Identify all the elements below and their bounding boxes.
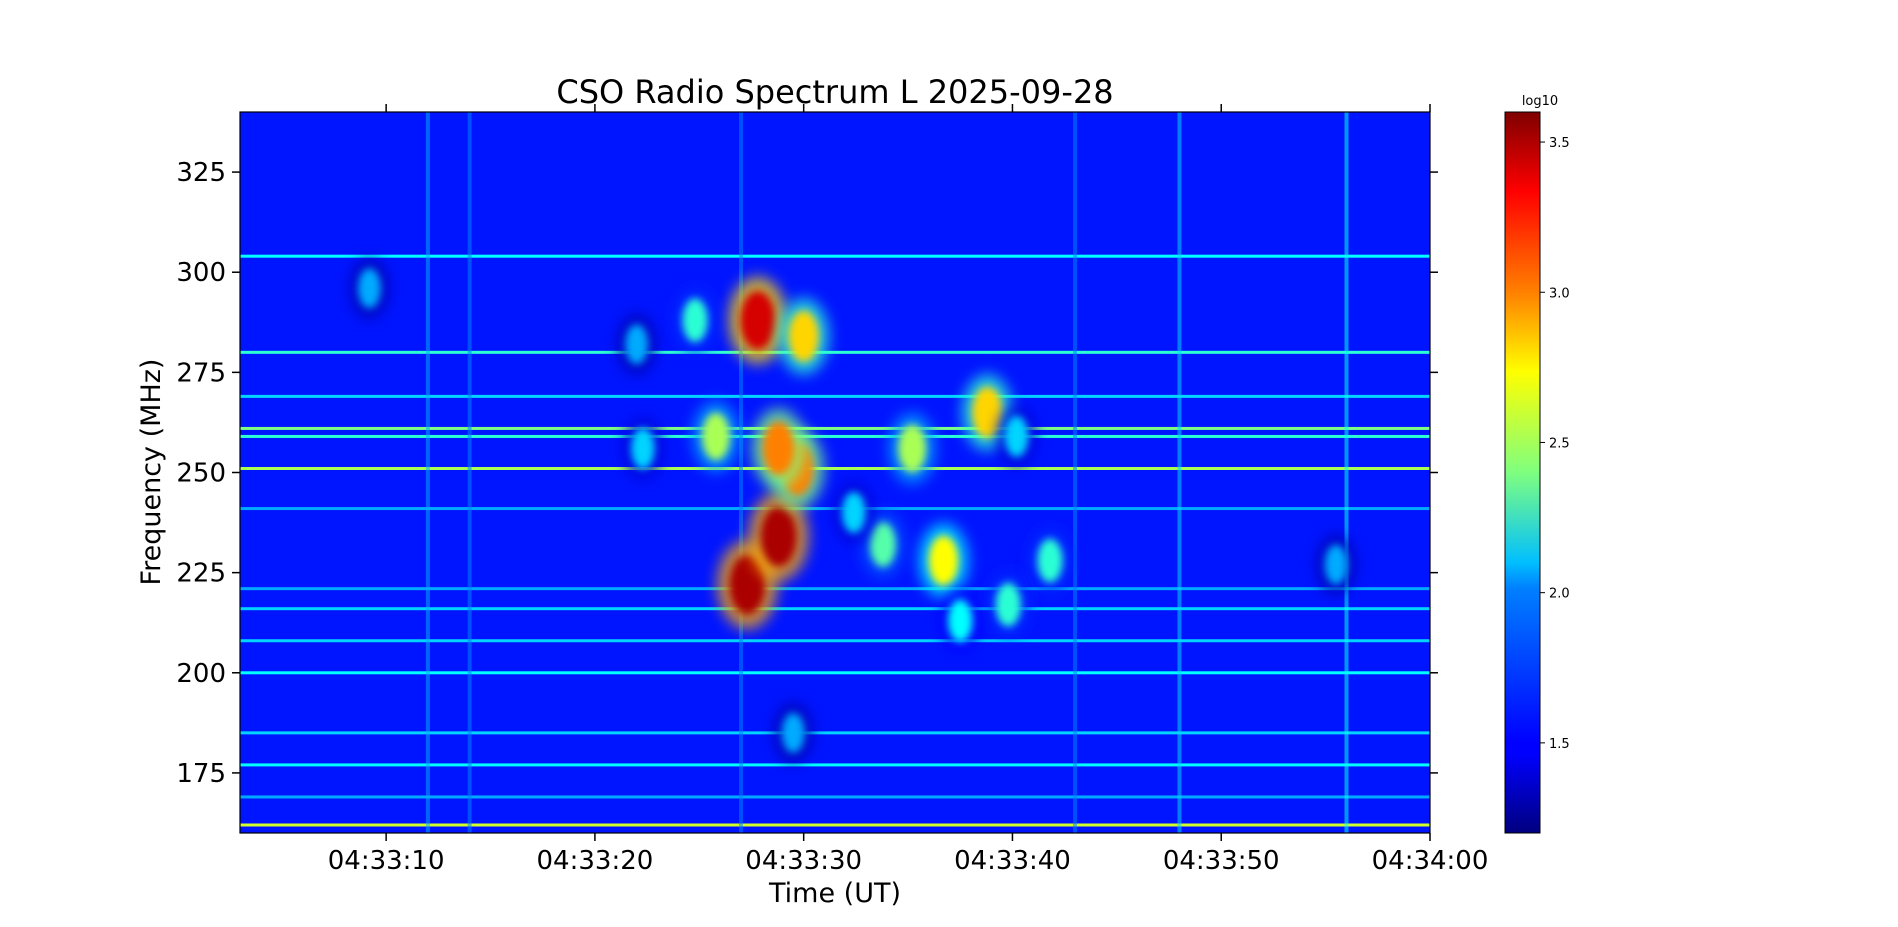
rfi-line bbox=[240, 671, 1430, 675]
colorbar-tick-label: 1.5 bbox=[1549, 737, 1570, 752]
colorbar: log10 1.5 2.0 2.5 3.0 3.5 bbox=[1504, 94, 1570, 834]
burst-core bbox=[625, 324, 649, 365]
colorbar-tick-label: 2.0 bbox=[1549, 587, 1570, 602]
rfi-line bbox=[240, 426, 1430, 430]
x-tick-label: 04:33:50 bbox=[1163, 846, 1280, 876]
burst-core bbox=[1324, 544, 1348, 585]
x-tick-label: 04:33:40 bbox=[954, 846, 1071, 876]
burst-core bbox=[729, 554, 766, 615]
burst-core bbox=[702, 412, 730, 461]
x-tick-label: 04:33:10 bbox=[328, 846, 445, 876]
burst-core bbox=[781, 712, 805, 753]
burst-core bbox=[760, 506, 797, 567]
x-tick-label: 04:33:30 bbox=[745, 846, 862, 876]
burst-core bbox=[995, 582, 1021, 627]
colorbar-tick-label: 3.0 bbox=[1549, 286, 1570, 301]
burst-core bbox=[870, 522, 897, 568]
y-axis: 175 200 225 250 275 300 325 bbox=[176, 158, 1438, 789]
y-tick-label: 250 bbox=[176, 459, 226, 489]
y-tick-label: 300 bbox=[176, 258, 226, 288]
rfi-line bbox=[240, 350, 1430, 354]
burst-core bbox=[1037, 538, 1063, 583]
burst-core bbox=[740, 291, 776, 350]
interference-band bbox=[1344, 112, 1349, 833]
y-tick-label: 175 bbox=[176, 759, 226, 789]
rfi-line bbox=[240, 394, 1430, 398]
burst-core bbox=[948, 599, 973, 643]
rfi-line bbox=[240, 587, 1430, 591]
colorbar-gradient bbox=[1504, 111, 1541, 834]
y-tick-label: 225 bbox=[176, 559, 226, 589]
interference-band bbox=[425, 112, 430, 833]
colorbar-tick-label: 3.5 bbox=[1549, 136, 1570, 151]
burst-core bbox=[928, 535, 959, 586]
rfi-line bbox=[240, 731, 1430, 735]
interference-band bbox=[739, 112, 744, 833]
rfi-line bbox=[240, 823, 1430, 827]
rfi-line bbox=[240, 795, 1430, 799]
burst-core bbox=[788, 310, 819, 362]
x-tick-label: 04:33:20 bbox=[537, 846, 654, 876]
y-tick-label: 200 bbox=[176, 659, 226, 689]
interference-band bbox=[1073, 112, 1078, 833]
colorbar-tick-label: 2.5 bbox=[1549, 436, 1570, 451]
x-axis: 04:33:10 04:33:20 04:33:30 04:33:40 04:33:50… bbox=[328, 104, 1489, 876]
rfi-line bbox=[240, 434, 1430, 438]
rfi-line bbox=[240, 639, 1430, 643]
x-axis-label: Time (UT) bbox=[768, 878, 901, 909]
rfi-line bbox=[240, 607, 1430, 611]
burst-core bbox=[1004, 415, 1029, 458]
rfi-line bbox=[240, 763, 1430, 767]
interference-band bbox=[1177, 112, 1182, 833]
burst-core bbox=[841, 491, 866, 534]
colorbar-label: log10 bbox=[1522, 94, 1558, 109]
colorbar-ticks: 1.5 2.0 2.5 3.0 3.5 bbox=[1540, 136, 1570, 752]
bursts-layer bbox=[350, 258, 1356, 764]
rfi-line bbox=[240, 254, 1430, 258]
plot-background bbox=[240, 112, 1430, 833]
rfi-line bbox=[240, 466, 1430, 470]
y-tick-label: 325 bbox=[176, 158, 226, 188]
burst-core bbox=[358, 268, 381, 309]
y-tick-label: 275 bbox=[176, 358, 226, 388]
burst-core bbox=[972, 386, 1003, 438]
x-tick-label: 04:34:00 bbox=[1372, 846, 1489, 876]
y-axis-label: Frequency (MHz) bbox=[136, 359, 167, 586]
interference-band bbox=[467, 112, 472, 833]
chart-title: CSO Radio Spectrum L 2025-09-28 bbox=[556, 73, 1113, 111]
burst-core bbox=[682, 298, 708, 343]
burst-core bbox=[631, 427, 655, 470]
burst-core bbox=[762, 421, 795, 476]
vertical-bands-layer bbox=[425, 112, 1349, 833]
plot-area bbox=[240, 112, 1430, 833]
burst-core bbox=[898, 424, 927, 473]
